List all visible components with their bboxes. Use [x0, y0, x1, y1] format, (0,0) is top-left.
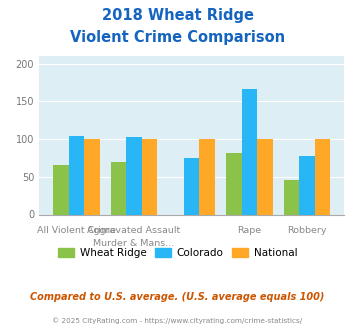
Bar — [69, 136, 84, 214]
Legend: Wheat Ridge, Colorado, National: Wheat Ridge, Colorado, National — [54, 244, 301, 262]
Bar — [200, 139, 215, 214]
Text: Rape: Rape — [237, 226, 262, 235]
Text: Compared to U.S. average. (U.S. average equals 100): Compared to U.S. average. (U.S. average … — [30, 292, 325, 302]
Bar — [84, 139, 100, 214]
Bar — [284, 180, 299, 214]
Bar — [142, 139, 157, 214]
Bar — [53, 165, 69, 215]
Text: All Violent Crime: All Violent Crime — [37, 226, 116, 235]
Text: Robbery: Robbery — [287, 226, 327, 235]
Text: © 2025 CityRating.com - https://www.cityrating.com/crime-statistics/: © 2025 CityRating.com - https://www.city… — [53, 317, 302, 324]
Text: Violent Crime Comparison: Violent Crime Comparison — [70, 30, 285, 45]
Bar — [184, 158, 200, 214]
Bar — [111, 162, 126, 214]
Text: Murder & Mans...: Murder & Mans... — [93, 240, 175, 248]
Bar — [315, 139, 331, 214]
Bar — [299, 156, 315, 214]
Bar — [257, 139, 273, 214]
Bar — [242, 88, 257, 214]
Bar — [126, 137, 142, 214]
Bar — [226, 153, 242, 215]
Text: Aggravated Assault: Aggravated Assault — [87, 226, 181, 235]
Text: 2018 Wheat Ridge: 2018 Wheat Ridge — [102, 8, 253, 23]
